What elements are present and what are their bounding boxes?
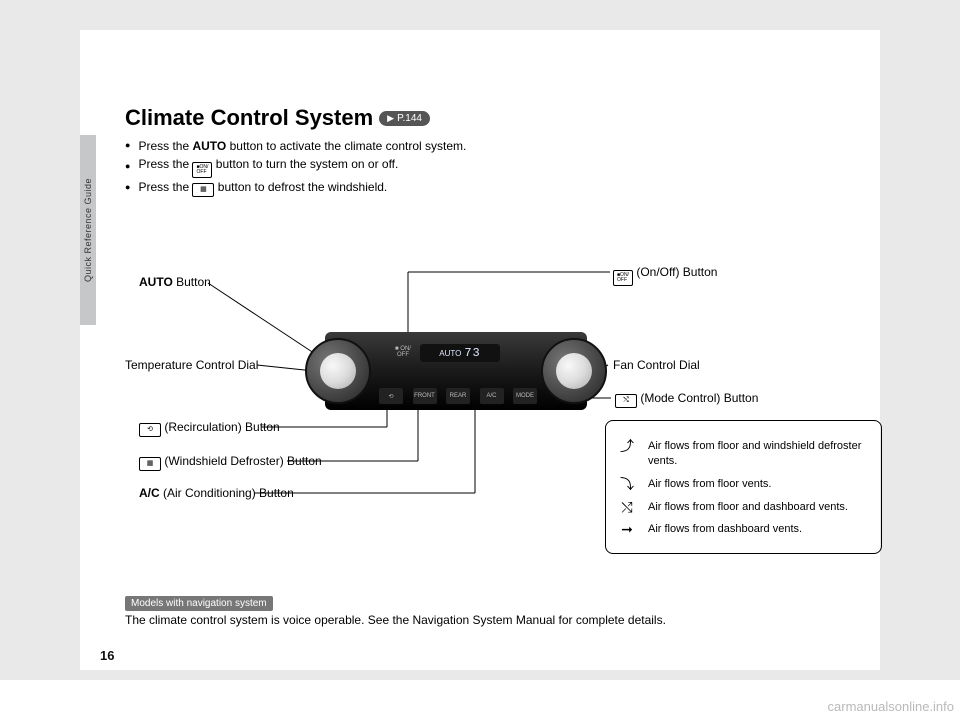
bullet-bold: AUTO [192,139,229,153]
side-tab: Quick Reference Guide [80,135,96,325]
display: AUTO 73 [420,344,500,362]
page-title: Climate Control System [125,105,373,131]
ac-button[interactable]: A/C [480,388,504,404]
bullet-text: button to turn the system on or off. [212,157,398,171]
label-text: (On/Off) Button [633,265,717,279]
label-text: A/C [139,486,160,500]
bullet-item: Press the ■ON/OFF button to turn the sys… [125,155,855,178]
page-number: 16 [100,648,114,663]
mode-glyph-icon: ⤴ [616,439,638,453]
label-text: Button [173,275,211,289]
modes-box: ⤴ Air flows from floor and windshield de… [605,420,882,554]
mode-row: ⤴ Air flows from floor and windshield de… [616,439,871,469]
bullet-text: Press the [138,157,192,171]
bullet-text: button to defrost the windshield. [214,180,387,194]
recirc-icon: ⟲ [139,423,161,437]
label-recirc: ⟲ (Recirculation) Button [139,420,280,437]
bullet-item: Press the ▦ button to defrost the windsh… [125,178,855,197]
mode-row: ➞ Air flows from dashboard vents. [616,522,871,537]
panel-onoff-label: ■ ON/OFF [395,346,411,358]
mode-text: Air flows from dashboard vents. [648,522,871,537]
onoff-icon: ■ON/OFF [613,270,633,286]
mode-row: ⤵ Air flows from floor vents. [616,477,871,492]
front-defrost-button[interactable]: FRONT [413,388,437,404]
title-row: Climate Control System ▶ P.144 [125,105,855,131]
nav-badge: Models with navigation system [125,596,273,611]
label-text: (Air Conditioning) Button [160,486,294,500]
mode-glyph-icon: ⤵ [616,477,638,491]
label-text: (Windshield Defroster) Button [161,454,322,468]
label-fan-dial: Fan Control Dial [613,358,700,372]
label-text: (Recirculation) Button [161,420,280,434]
bullet-text: Press the [138,139,192,153]
rear-defrost-button[interactable]: REAR [446,388,470,404]
defrost-icon: ▦ [192,183,214,197]
temperature-dial[interactable] [305,338,371,404]
bullet-item: Press the AUTO button to activate the cl… [125,137,855,155]
dial-inner [320,353,356,389]
display-mode: AUTO [439,349,461,358]
page-ref-text: P.144 [397,113,422,124]
display-temp: 73 [464,346,480,360]
footer-note: The climate control system is voice oper… [125,613,666,627]
mode-glyph-icon: ⤭ [616,500,638,514]
label-temp-dial: Temperature Control Dial [125,358,258,372]
recirc-button[interactable]: ⟲ [379,388,403,404]
label-onoff: ■ON/OFF (On/Off) Button [613,265,717,286]
label-text: (Mode Control) Button [637,391,758,405]
bullet-text: button to activate the climate control s… [230,139,467,153]
climate-panel: ■ ON/OFF AUTO 73 ⟲ FRONT REAR A/C MODE [325,332,587,410]
bullet-list: Press the AUTO button to activate the cl… [125,137,855,197]
label-defrost: ▦ (Windshield Defroster) Button [139,454,322,471]
content-area: Climate Control System ▶ P.144 Press the… [125,105,855,197]
label-text: AUTO [139,275,173,289]
label-auto: AUTO Button [139,275,211,289]
label-ac: A/C (Air Conditioning) Button [139,486,294,500]
defrost-icon: ▦ [139,457,161,471]
dial-inner [556,353,592,389]
fan-dial[interactable] [541,338,607,404]
watermark: carmanualsonline.info [828,699,954,714]
mode-button[interactable]: MODE [513,388,537,404]
mode-glyph-icon: ➞ [616,522,638,536]
mode-icon: ⤭ [615,394,637,408]
label-mode: ⤭ (Mode Control) Button [615,391,758,408]
page-ref-badge: ▶ P.144 [379,111,430,126]
button-row: ⟲ FRONT REAR A/C MODE [379,386,537,406]
mode-text: Air flows from floor and windshield defr… [648,439,871,469]
page-ref-arrow-icon: ▶ [387,113,394,124]
mode-text: Air flows from floor vents. [648,477,871,492]
onoff-icon: ■ON/OFF [192,162,212,178]
footer: Models with navigation system The climat… [125,595,855,627]
panel-area: ■ ON/OFF AUTO 73 ⟲ FRONT REAR A/C MODE A… [125,255,855,605]
side-tab-label: Quick Reference Guide [80,135,96,325]
mode-row: ⤭ Air flows from floor and dashboard ven… [616,500,871,515]
bullet-text: Press the [138,180,192,194]
mode-text: Air flows from floor and dashboard vents… [648,500,871,515]
